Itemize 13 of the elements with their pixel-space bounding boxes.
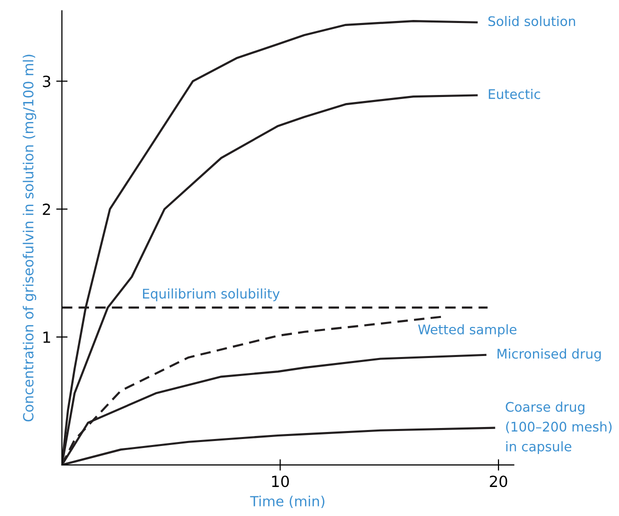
series-label: Solid solution [488, 16, 576, 26]
y-tick-label: 1 [43, 332, 50, 343]
y-axis-title: Concentration of griseofulvin in solution (mg/100 ml) [22, 54, 36, 422]
x-axis-title: Time (min) [250, 496, 324, 508]
x-tick-label: 20 [490, 476, 508, 488]
series-label: Coarse drug (100–200 mesh) in capsule [506, 402, 612, 454]
y-tick-label: 3 [42, 76, 50, 88]
y-tick-label: 2 [42, 204, 50, 215]
series-label: Wetted sample [418, 324, 516, 337]
series-label: Eutectic [488, 88, 540, 100]
series-label: Equilibrium solubility [143, 288, 280, 302]
series-label: Micronised drug [498, 348, 601, 362]
x-tick-label: 10 [272, 476, 289, 488]
